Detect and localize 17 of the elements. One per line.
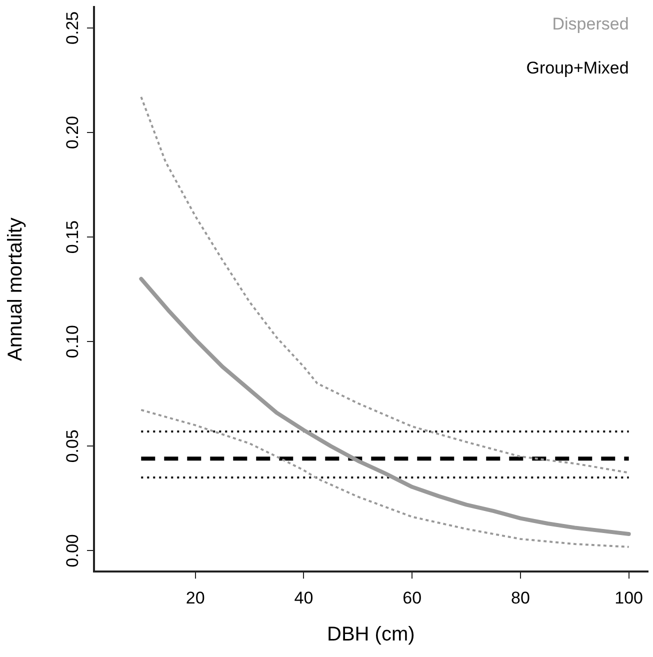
x-tick-label: 40 — [294, 588, 314, 608]
line-series — [140, 408, 630, 548]
x-tick-label: 20 — [186, 588, 205, 608]
x-tick-label: 60 — [402, 588, 422, 608]
line-series — [140, 96, 630, 474]
y-tick-label: 0.15 — [63, 220, 82, 254]
x-tick-label: 100 — [614, 588, 644, 608]
text: Group+Mixed — [526, 58, 629, 78]
y-tick-label: 0.20 — [63, 116, 82, 150]
text: Dispersed — [552, 14, 629, 34]
x-tick-label: 80 — [510, 588, 530, 608]
y-tick-label: 0.00 — [63, 534, 82, 568]
y-tick-label: 0.25 — [63, 11, 82, 44]
y-axis-title: Annual mortality — [4, 218, 27, 362]
y-tick-label: 0.10 — [63, 325, 82, 358]
x-axis-title: DBH (cm) — [327, 624, 415, 646]
y-tick-label: 0.05 — [63, 430, 82, 463]
